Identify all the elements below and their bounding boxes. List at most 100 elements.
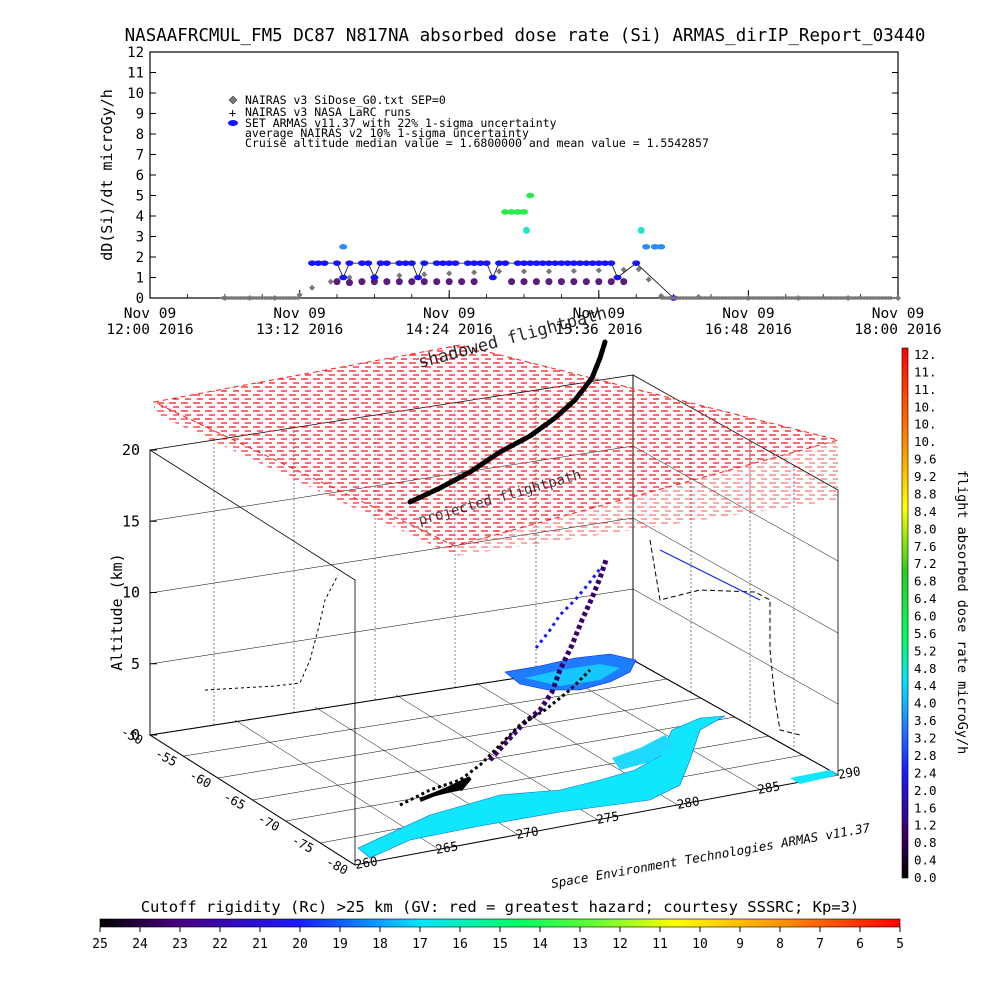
x-tick-day: Nov 09: [423, 306, 475, 322]
cutoff-rigidity-label: Cutoff rigidity (Rc) >25 km (GV: red = g…: [141, 898, 860, 916]
data-point: [358, 278, 366, 286]
data-point: [538, 260, 547, 266]
data-point: [432, 260, 441, 266]
data-point: [895, 295, 901, 301]
dose-rate-tick-label: 8.8: [914, 486, 937, 501]
dose-rate-tick-label: 6.0: [914, 609, 937, 624]
flight-altitude-track-blue: [534, 565, 604, 649]
red-grid-right-face: [455, 440, 838, 556]
altitude-axis-label: Altitude (km): [108, 553, 126, 670]
y-tick-label: 0: [136, 291, 144, 307]
data-point: [607, 278, 615, 286]
red-grid-top-face: [152, 344, 840, 547]
data-point: [557, 278, 565, 286]
data-point: [408, 278, 416, 286]
data-point: [551, 260, 560, 266]
data-point: [333, 260, 341, 266]
dose-rate-tick-label: 8.4: [914, 504, 937, 519]
y-tick-label: 3: [136, 230, 144, 246]
ground-track: [399, 668, 592, 807]
data-point: [520, 260, 528, 266]
longitude-tick-label: 275: [595, 808, 620, 827]
legend-cross-icon: +: [229, 106, 236, 120]
series-4: [501, 192, 535, 215]
data-point: [569, 260, 578, 266]
cutoff-tick-label: 24: [132, 937, 148, 952]
y-tick-label: 12: [127, 45, 144, 61]
latitude-tick-label: -60: [187, 767, 214, 791]
data-point: [532, 278, 540, 286]
latitude-tick-label: -80: [324, 854, 351, 878]
data-point: [645, 276, 652, 283]
data-point: [438, 260, 447, 266]
shadow-flightpath-right-blue: [659, 549, 761, 601]
longitude-tick-label: 260: [354, 853, 379, 872]
data-point: [357, 260, 366, 266]
dose-rate-tick-label: 1.2: [914, 818, 937, 833]
data-point: [395, 260, 404, 266]
data-point: [576, 260, 585, 266]
data-point: [513, 209, 522, 215]
x-tick-time: 16:48 2016: [705, 322, 792, 338]
cutoff-rigidity-ticks: 25 24 23 22 21 20 19 18 17 16 15 14 13 12 11 10 9 8 7 6 5: [92, 927, 904, 952]
y-tick-label: 11: [127, 66, 144, 82]
credit-text: Space Environment Technologies ARMAS v11…: [550, 820, 872, 891]
dose-rate-tick-label: 2.8: [914, 748, 937, 763]
dose-rate-tick-label: 0.8: [914, 835, 937, 850]
data-point: [339, 243, 348, 250]
y-tick-label: 8: [136, 127, 144, 143]
data-point: [620, 278, 628, 286]
left-wall: [149, 449, 356, 866]
altitude-tick-label: 10: [122, 584, 140, 602]
dose-rate-tick-label: 1.6: [914, 800, 937, 815]
y-tick-label: 5: [136, 189, 144, 205]
time-series-ylabel: dD(Si)/dt microGy/h: [98, 89, 116, 261]
data-point: [327, 278, 334, 285]
y-tick-label: 7: [136, 148, 144, 164]
cutoff-tick-label: 23: [172, 937, 188, 952]
data-point: [507, 209, 516, 215]
y-tick-label: 6: [136, 168, 144, 184]
data-point: [471, 269, 478, 276]
cutoff-tick-label: 8: [776, 937, 784, 952]
cutoff-tick-label: 16: [452, 937, 468, 952]
cutoff-tick-label: 11: [652, 937, 668, 952]
dose-rate-tick-label: 4.0: [914, 696, 937, 711]
cutoff-tick-label: 12: [612, 937, 628, 952]
dose-rate-tick-label: 7.6: [914, 539, 937, 554]
dose-rate-colorbar: 12. 11. 11. 10. 10. 10. 9.6 9.2 8.8 8.4 8.0 7.6 7.2 6…: [901, 347, 970, 885]
data-point: [433, 278, 441, 286]
dose-rate-tick-label: 0.0: [914, 870, 937, 885]
data-point: [607, 260, 616, 266]
dose-rate-tick-label: 11.: [914, 382, 937, 397]
data-point: [309, 284, 316, 291]
x-tick-time: 18:00 2016: [854, 322, 941, 338]
ground-track-cluster: [419, 776, 472, 802]
longitude-tick-label: 285: [756, 778, 781, 797]
time-series-series: [220, 192, 901, 301]
data-point: [296, 296, 301, 300]
data-point: [520, 209, 528, 215]
dose-rate-colorbar-gradient: [901, 347, 909, 879]
longitude-tick-label: 290: [837, 763, 862, 782]
data-point: [632, 260, 641, 266]
data-point: [296, 291, 303, 298]
cutoff-rigidity-colorbar: Cutoff rigidity (Rc) >25 km (GV: red = g…: [92, 898, 904, 952]
data-point: [314, 260, 323, 266]
data-point: [557, 260, 566, 266]
data-point: [513, 260, 522, 266]
data-point: [339, 274, 348, 281]
legend-blue-dot-icon: [228, 120, 238, 126]
x-tick-day: Nov 09: [573, 306, 625, 322]
latitude-tick-label: -75: [289, 832, 316, 856]
data-point: [445, 278, 453, 286]
data-point: [570, 267, 577, 274]
dose-rate-tick-label: 8.0: [914, 521, 937, 536]
armas-connector-line: [312, 262, 674, 299]
data-point: [488, 274, 497, 281]
x-tick-day: Nov 09: [124, 306, 176, 322]
data-point: [522, 226, 530, 234]
